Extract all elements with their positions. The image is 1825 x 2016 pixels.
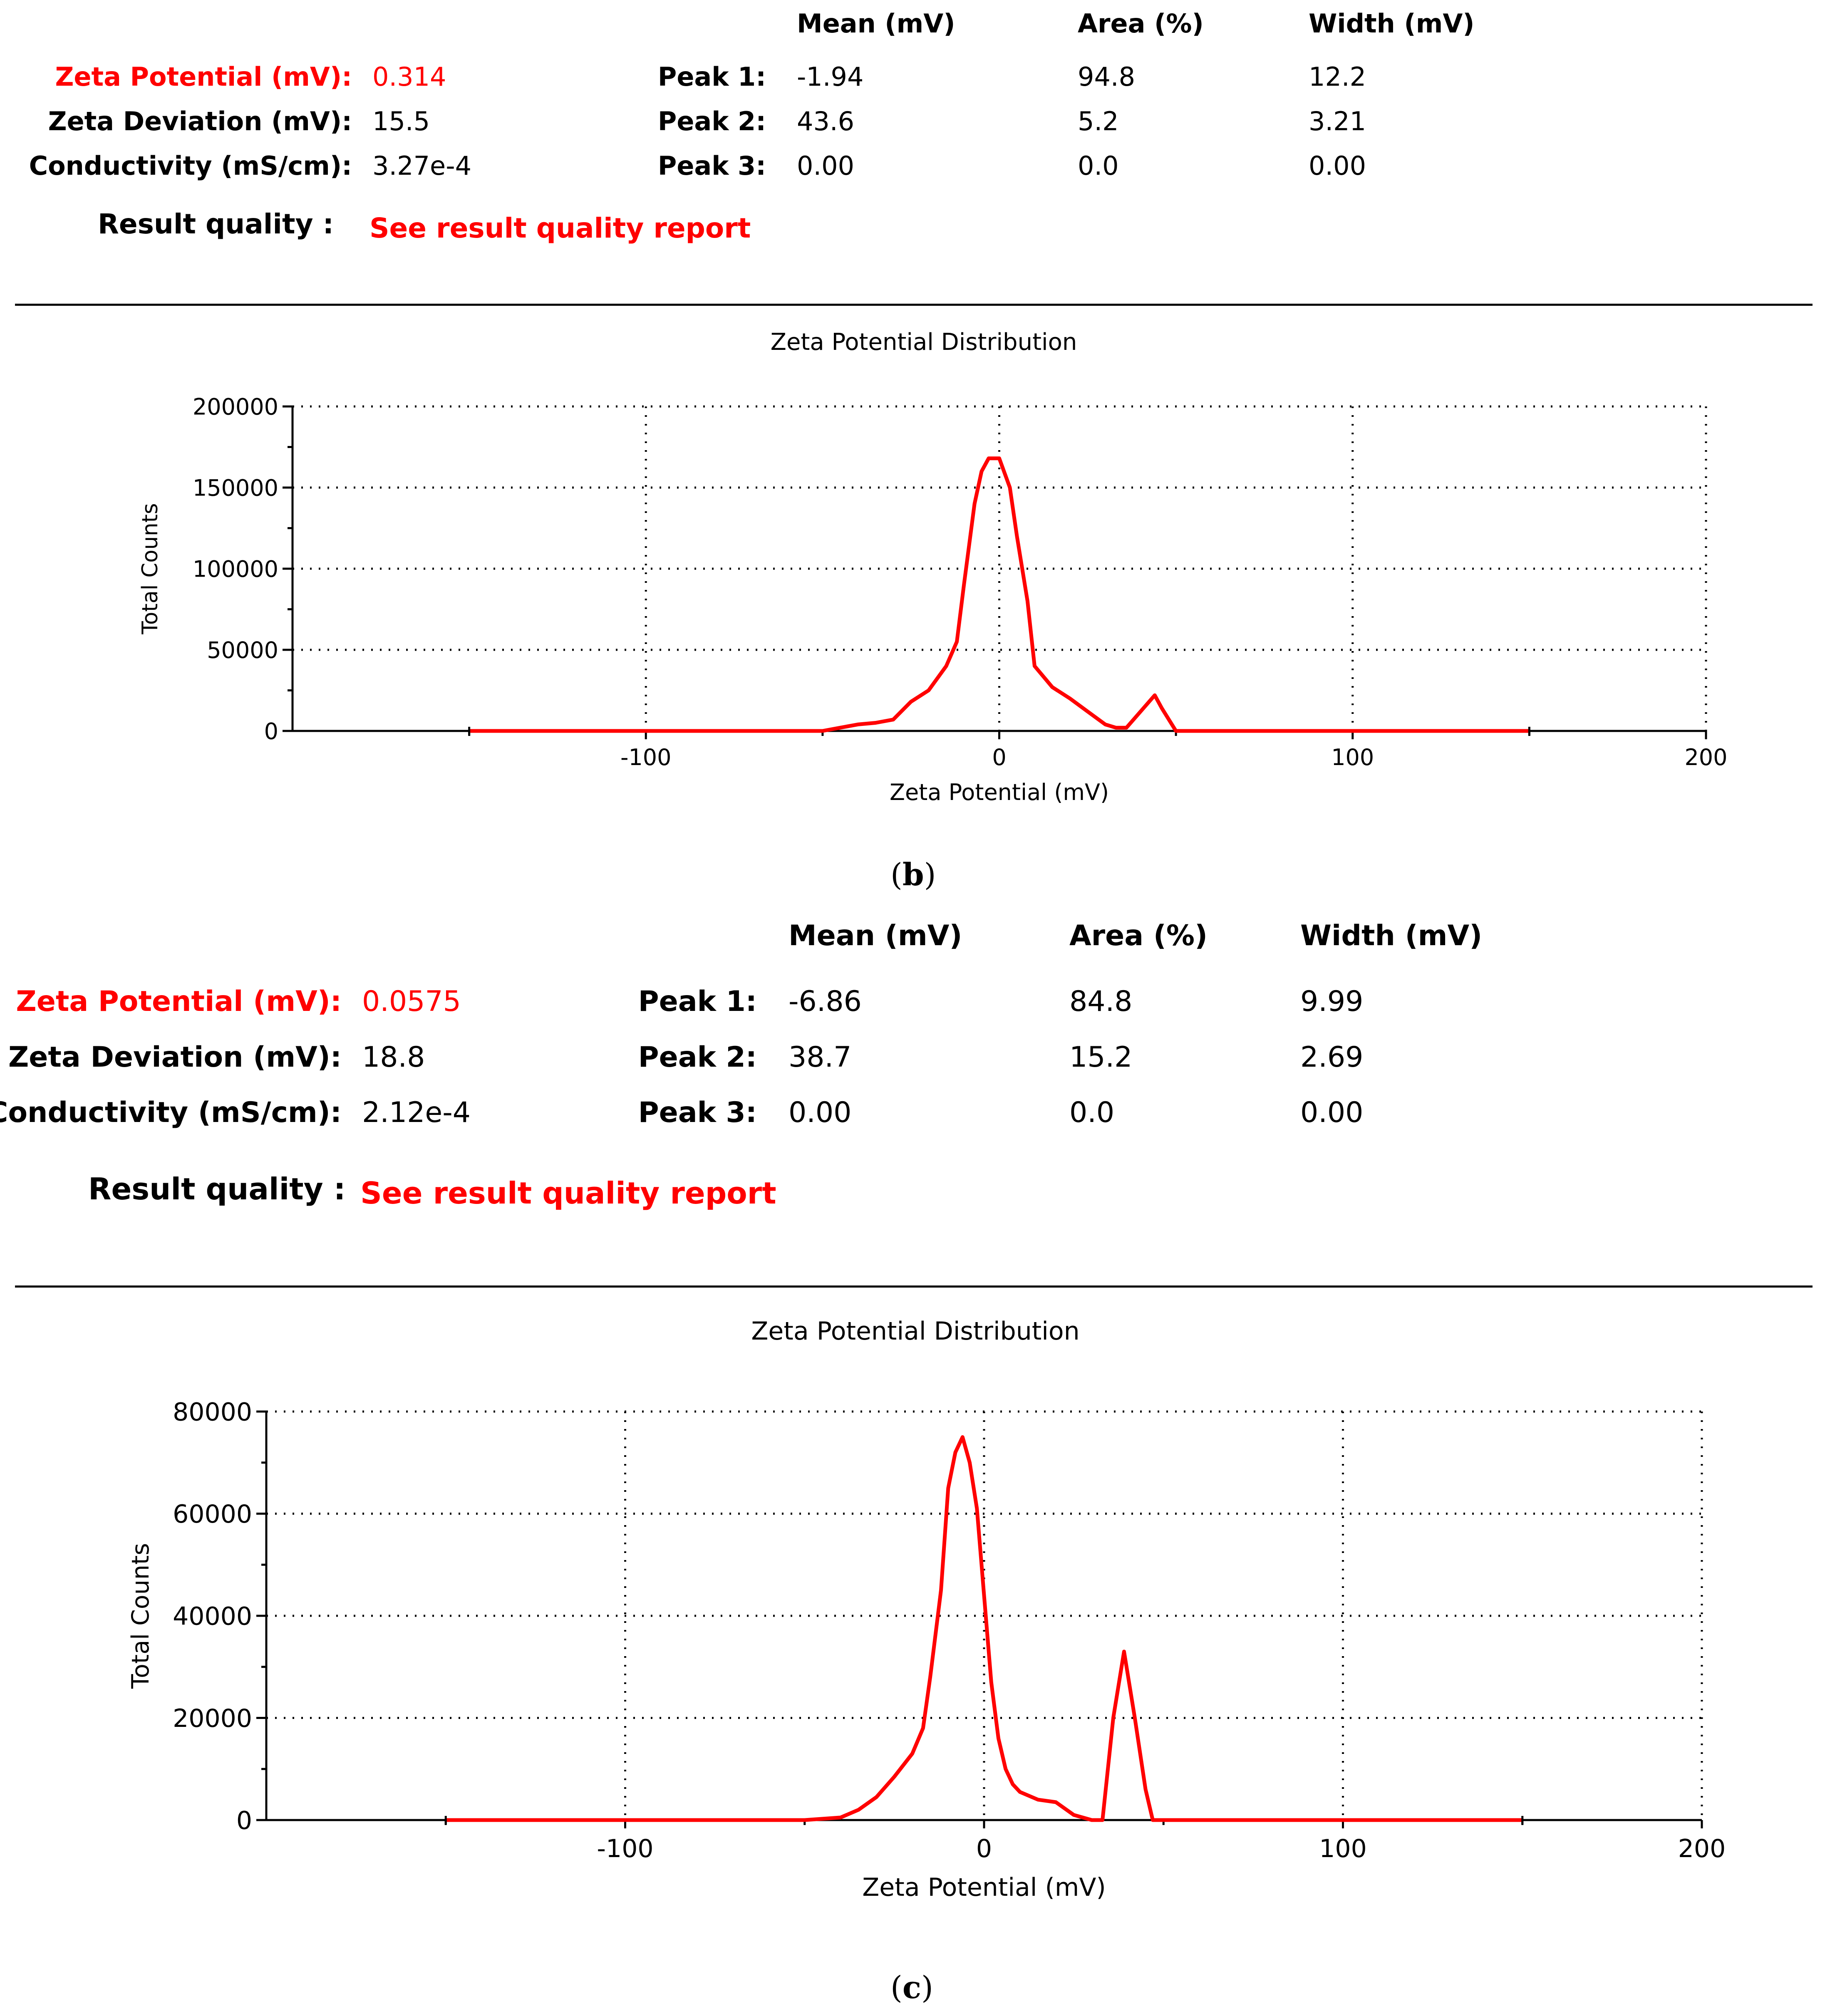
peak-2-width: 3.21 (1309, 106, 1366, 136)
header-area: Area (%) (1069, 919, 1208, 952)
zeta-deviation-value: 15.5 (372, 106, 430, 136)
header-width: Width (mV) (1309, 8, 1475, 39)
x-tick-label: 100 (1319, 1834, 1367, 1863)
zeta-potential-label: Zeta Potential (mV): (55, 62, 352, 92)
x-tick-label: -100 (597, 1834, 653, 1863)
chart-title: Zeta Potential Distribution (770, 329, 1077, 356)
x-axis-label: Zeta Potential (mV) (890, 779, 1109, 805)
peak-1-mean: -1.94 (797, 62, 864, 92)
result-quality-link[interactable]: See result quality report (360, 1176, 776, 1211)
peak-3-label: Peak 3: (638, 1096, 757, 1129)
header-area: Area (%) (1078, 8, 1204, 39)
peak-2-mean: 43.6 (797, 106, 855, 136)
x-tick-label: 200 (1678, 1834, 1726, 1863)
peak-1-mean: -6.86 (789, 985, 862, 1018)
peak-1-area: 84.8 (1069, 985, 1133, 1018)
caption-letter: c (902, 1970, 921, 2006)
x-tick-label: 0 (992, 744, 1006, 770)
peak-2-label: Peak 2: (638, 1041, 757, 1074)
chart-c: 0 20000 40000 60000 80000 -100 0 100 200 Zeta Pot… (127, 1398, 1726, 1902)
caption-paren-open: ( (890, 857, 903, 893)
y-tick-label: 150000 (193, 475, 278, 501)
peak-1-label: Peak 1: (638, 985, 757, 1018)
peak-1-width: 9.99 (1300, 985, 1364, 1018)
y-tick-label: 40000 (173, 1602, 252, 1631)
stats-table: Mean (mV) Area (%) Width (mV) Zeta Poten… (0, 907, 1825, 1211)
y-tick-label: 0 (236, 1806, 252, 1835)
peak-3-area: 0.0 (1078, 151, 1119, 181)
divider (15, 1285, 1813, 1288)
y-axis-label: Total Counts (138, 503, 163, 634)
caption-b: (b) (890, 857, 936, 893)
zeta-potential-label: Zeta Potential (mV): (16, 985, 342, 1018)
peak-1-width: 12.2 (1309, 62, 1366, 92)
x-tick-label: 100 (1331, 744, 1374, 770)
peak-2-label: Peak 2: (657, 106, 766, 136)
y-tick-label: 0 (264, 718, 278, 744)
conductivity-label: Conductivity (mS/cm): (0, 1096, 342, 1129)
peak-1-label: Peak 1: (657, 62, 766, 92)
result-quality-link[interactable]: See result quality report (369, 212, 751, 244)
caption-letter: b (902, 857, 924, 893)
peak-2-width: 2.69 (1300, 1041, 1364, 1074)
divider (15, 304, 1813, 306)
peak-3-mean: 0.00 (789, 1096, 852, 1129)
caption-paren-close: ) (921, 1970, 933, 2006)
y-tick-label: 20000 (173, 1704, 252, 1733)
zeta-deviation-label: Zeta Deviation (mV): (8, 1041, 342, 1074)
caption-paren-close: ) (924, 857, 936, 893)
x-tick-label: 0 (976, 1834, 992, 1863)
result-quality-label: Result quality : (98, 208, 334, 240)
peak-3-width: 0.00 (1309, 151, 1366, 181)
peak-3-mean: 0.00 (797, 151, 855, 181)
caption-paren-open: ( (890, 1970, 903, 2006)
conductivity-value: 2.12e-4 (362, 1096, 471, 1129)
conductivity-label: Conductivity (mS/cm): (29, 151, 352, 181)
x-tick-label: 200 (1684, 744, 1727, 770)
caption-c: (c) (890, 1970, 933, 2006)
y-tick-label: 60000 (173, 1500, 252, 1529)
peak-2-area: 5.2 (1078, 106, 1119, 136)
y-tick-label: 80000 (173, 1398, 252, 1427)
zeta-potential-value: 0.314 (372, 62, 446, 92)
y-tick-label: 100000 (193, 556, 278, 582)
peak-3-width: 0.00 (1300, 1096, 1364, 1129)
chart-b: 0 50000 100000 150000 200000 -100 0 100 200 Zeta … (138, 394, 1728, 805)
peak-3-area: 0.0 (1069, 1096, 1115, 1129)
header-width: Width (mV) (1300, 919, 1483, 952)
peak-2-mean: 38.7 (789, 1041, 852, 1074)
peak-1-area: 94.8 (1078, 62, 1136, 92)
conductivity-value: 3.27e-4 (372, 151, 472, 181)
y-tick-label: 50000 (207, 637, 278, 663)
peak-3-label: Peak 3: (657, 151, 766, 181)
x-axis-label: Zeta Potential (mV) (862, 1873, 1106, 1902)
zeta-potential-value: 0.0575 (362, 985, 461, 1018)
zeta-deviation-label: Zeta Deviation (mV): (48, 106, 352, 136)
header-mean: Mean (mV) (797, 8, 955, 39)
y-tick-label: 200000 (193, 394, 278, 420)
peak-2-area: 15.2 (1069, 1041, 1133, 1074)
result-quality-label: Result quality : (88, 1171, 346, 1206)
zeta-deviation-value: 18.8 (362, 1041, 425, 1074)
panel-b: Mean (mV) Area (%) Width (mV) Zeta Poten… (0, 0, 1825, 899)
y-axis-label: Total Counts (127, 1543, 154, 1689)
chart-title: Zeta Potential Distribution (751, 1317, 1080, 1346)
series-line (446, 1435, 1522, 1822)
stats-table: Mean (mV) Area (%) Width (mV) Zeta Poten… (0, 0, 1825, 291)
series-line (469, 456, 1530, 733)
header-mean: Mean (mV) (789, 919, 962, 952)
x-tick-label: -100 (620, 744, 672, 770)
panel-c: Mean (mV) Area (%) Width (mV) Zeta Poten… (0, 907, 1825, 2016)
